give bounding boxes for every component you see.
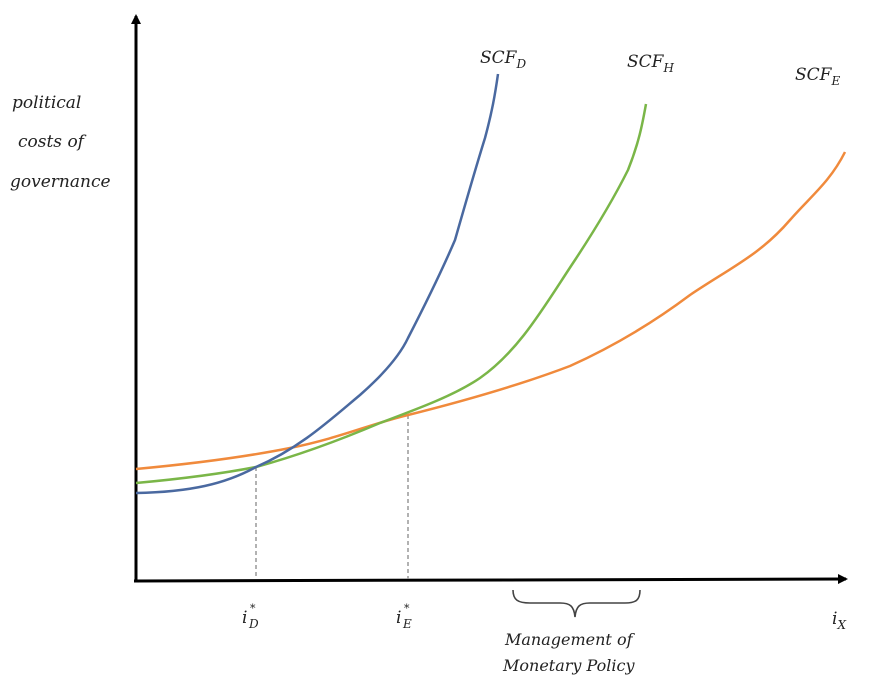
marker-i-d: i * D	[242, 602, 259, 631]
curve-scf-h	[135, 103, 648, 485]
scf-h-label: SCFH	[627, 52, 674, 75]
y-axis-label-line-1: political	[12, 93, 81, 113]
marker-i-e: i * E	[396, 602, 412, 631]
marker-i-d-base: i	[242, 608, 247, 628]
marker-i-e-sub: E	[402, 617, 412, 631]
marker-i-d-star: *	[250, 602, 256, 615]
x-axis-label: iX	[832, 609, 846, 632]
bracket-label-line-2: Monetary Policy	[502, 656, 635, 675]
y-axis-label-line-3: governance	[10, 172, 111, 192]
marker-i-e-base: i	[396, 608, 401, 628]
curly-brace	[512, 589, 641, 618]
marker-i-e-star: *	[404, 602, 410, 615]
curve-scf-e	[135, 151, 847, 471]
y-axis-label-line-2: costs of	[18, 132, 87, 152]
bracket-label-line-1: Management of	[504, 630, 636, 649]
x-axis	[133, 574, 848, 585]
scf-d-label: SCFD	[480, 48, 526, 71]
scf-e-label: SCFE	[795, 65, 840, 88]
curve-scf-d	[135, 73, 500, 495]
marker-i-d-sub: D	[248, 617, 259, 631]
